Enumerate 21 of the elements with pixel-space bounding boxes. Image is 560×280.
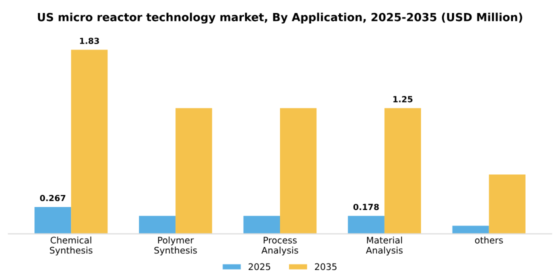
data-label: 0.178 [353, 204, 379, 210]
bar [488, 174, 526, 234]
data-label: 1.83 [80, 38, 99, 44]
bar [243, 216, 280, 234]
bar [280, 108, 317, 234]
x-tick-label: Chemical Synthesis [50, 236, 92, 256]
bar [176, 108, 212, 234]
x-tick-label: others [475, 236, 503, 244]
bar [384, 108, 422, 234]
bar [71, 50, 108, 234]
bar [34, 206, 72, 234]
legend-label: 2035 [314, 263, 336, 270]
bar [348, 216, 384, 234]
data-label: 0.267 [40, 194, 66, 202]
x-tick-label: Process Analysis [261, 236, 298, 256]
x-tick-label: Polymer Synthesis [154, 236, 197, 256]
x-tick-label: Material Analysis [366, 236, 403, 256]
chart-title: US micro reactor technology market, By Application, 2025-2035 (USD Million) [38, 12, 522, 24]
bar [138, 216, 176, 234]
legend-label: 2025 [248, 263, 270, 270]
data-label: 1.25 [393, 96, 412, 102]
